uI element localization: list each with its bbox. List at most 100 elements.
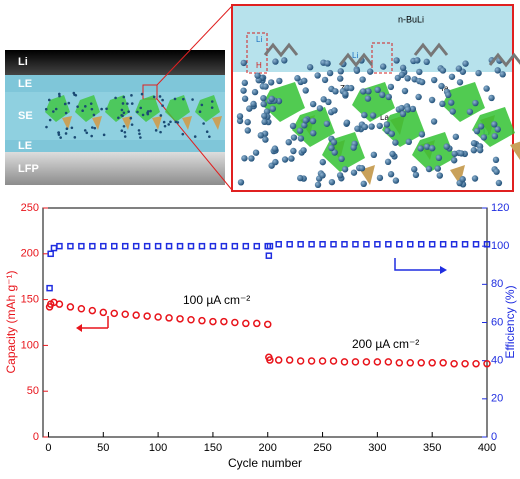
particle (241, 155, 248, 162)
particle (320, 96, 327, 103)
y2-tick-label: 40 (491, 355, 503, 367)
particle (100, 107, 103, 111)
particle (246, 105, 253, 112)
point (318, 357, 327, 365)
point (220, 242, 228, 250)
point (373, 358, 382, 366)
crystal (105, 95, 130, 122)
particle (126, 102, 129, 105)
point (209, 242, 217, 250)
point (55, 300, 64, 308)
particle (261, 112, 268, 120)
illustration: Li LE SE LE LFP n-BuLi Li H Li Zr La Ta … (5, 4, 520, 192)
particle (90, 134, 93, 138)
point (56, 242, 63, 250)
particle (252, 149, 260, 156)
point (483, 241, 491, 248)
point (111, 242, 118, 250)
particle (54, 107, 58, 111)
particle (288, 155, 295, 162)
point (274, 356, 283, 364)
particle (302, 117, 309, 124)
particle (120, 129, 124, 133)
particle (272, 158, 279, 166)
particle (198, 110, 202, 114)
crystal (62, 116, 72, 130)
particle (430, 118, 438, 125)
particle (415, 93, 422, 101)
point (340, 358, 349, 366)
layer-label: LE (18, 140, 32, 152)
point (100, 242, 107, 250)
particle (260, 94, 267, 102)
particle (466, 108, 474, 115)
particle (477, 123, 485, 130)
particle (154, 129, 158, 132)
particle (281, 156, 289, 163)
particle (319, 158, 326, 166)
particle (331, 107, 338, 114)
particle (158, 95, 162, 98)
particle (58, 92, 61, 96)
particle (452, 133, 460, 140)
particle (458, 150, 465, 157)
point (319, 241, 326, 248)
crystal (510, 141, 520, 160)
point (428, 241, 436, 248)
particle (347, 84, 355, 92)
point (89, 242, 96, 250)
particle (159, 114, 163, 117)
y2-tick-label: 80 (491, 278, 503, 290)
particle (161, 104, 164, 107)
point (351, 358, 360, 366)
point (307, 357, 316, 365)
particle (387, 83, 395, 91)
atom-label: Ta (440, 84, 449, 93)
particle (301, 122, 308, 129)
point (374, 241, 381, 248)
crystal (92, 116, 102, 130)
point (406, 359, 415, 367)
le-layer (5, 75, 225, 92)
particle (237, 179, 245, 186)
particle (336, 172, 344, 179)
point (99, 308, 108, 317)
particle (341, 166, 349, 173)
point (253, 242, 261, 250)
point (132, 242, 140, 250)
particle (470, 147, 478, 154)
lfp-layer (5, 152, 225, 185)
point (384, 358, 393, 366)
particle (456, 79, 464, 86)
particle (294, 75, 301, 82)
particle (289, 122, 297, 130)
particle (379, 63, 387, 70)
particle (361, 111, 368, 119)
particle (176, 121, 180, 124)
particle (438, 82, 445, 90)
particle (64, 132, 68, 135)
particle (122, 95, 126, 99)
particle (169, 120, 172, 124)
particle (483, 85, 490, 92)
point (77, 305, 86, 313)
crystal (412, 132, 455, 172)
particle (425, 165, 433, 173)
particle (388, 130, 396, 137)
point (428, 359, 436, 367)
particle (250, 100, 257, 108)
particle (384, 158, 392, 166)
particle (310, 129, 317, 137)
particle (309, 100, 317, 108)
point (266, 242, 274, 250)
particle (376, 122, 383, 130)
particle (392, 139, 399, 146)
particle (152, 95, 156, 99)
particle (241, 95, 249, 102)
particle (181, 132, 185, 136)
point (165, 242, 173, 250)
particle (64, 111, 68, 115)
y2-tick-label: 0 (491, 431, 497, 443)
axis-arrow (440, 266, 447, 274)
particle (405, 138, 412, 146)
